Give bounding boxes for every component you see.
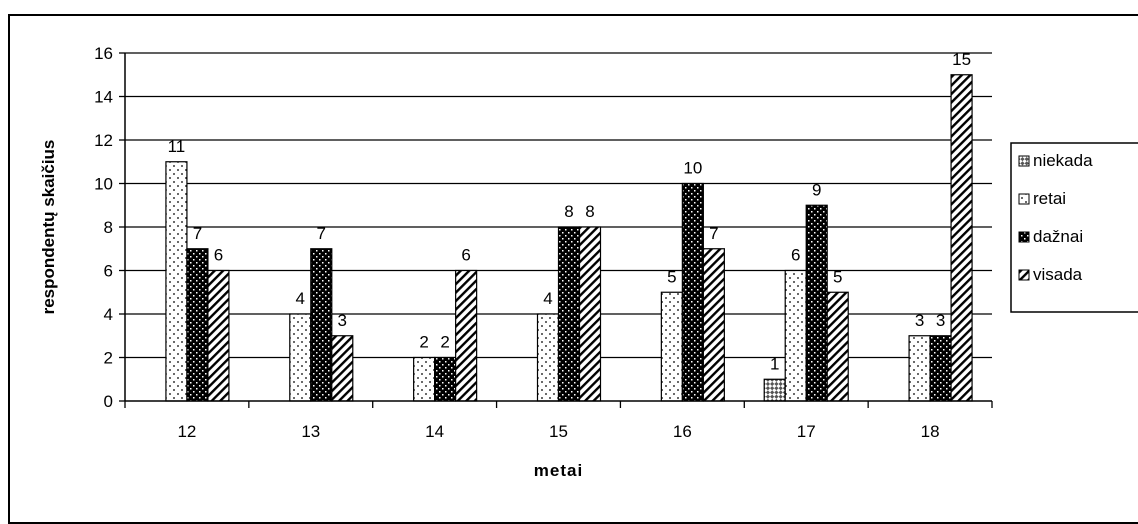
data-label: 2 <box>440 333 449 352</box>
bar-visada <box>578 226 602 402</box>
bar-visada <box>331 335 354 402</box>
legend-swatch <box>1018 155 1030 167</box>
bar-visada <box>455 269 478 402</box>
bar-dažnai <box>186 248 209 402</box>
legend-swatch <box>1018 269 1030 281</box>
y-tick-label: 10 <box>94 175 113 194</box>
data-label: 15 <box>952 50 971 69</box>
bar-visada <box>950 74 973 402</box>
x-tick-label: 13 <box>301 422 320 441</box>
data-label: 3 <box>915 311 924 330</box>
data-label: 3 <box>338 311 347 330</box>
y-tick-label: 14 <box>94 88 113 107</box>
data-label: 4 <box>543 289 552 308</box>
bar-retai <box>660 291 683 402</box>
bar-retai <box>289 313 312 402</box>
data-label: 2 <box>419 333 428 352</box>
legend-label: dažnai <box>1033 227 1083 246</box>
bar-dažnai <box>310 248 333 402</box>
x-tick-label: 16 <box>673 422 692 441</box>
bar-retai <box>908 335 931 402</box>
bar-retai <box>784 269 807 402</box>
data-label: 8 <box>585 202 594 221</box>
bar-retai <box>413 356 436 402</box>
y-tick-label: 2 <box>104 349 113 368</box>
bar-visada <box>826 291 849 402</box>
bar-dažnai <box>681 182 704 402</box>
bar-dažnai <box>929 335 952 402</box>
y-tick-label: 8 <box>104 218 113 237</box>
data-label: 11 <box>168 137 186 156</box>
x-axis-title: metai <box>534 461 583 480</box>
bars <box>165 74 973 402</box>
data-label: 7 <box>317 224 326 243</box>
bar-dažnai <box>805 204 828 402</box>
data-label: 6 <box>214 246 223 265</box>
y-tick-label: 0 <box>104 392 113 411</box>
x-tick-label: 12 <box>177 422 196 441</box>
data-label: 6 <box>791 246 800 265</box>
data-label: 8 <box>564 202 573 221</box>
bar-visada <box>702 248 725 402</box>
data-label: 9 <box>812 180 821 199</box>
y-tick-label: 4 <box>104 305 113 324</box>
bar-visada <box>207 269 230 402</box>
data-label: 7 <box>193 224 202 243</box>
data-label: 5 <box>667 267 676 286</box>
data-label: 7 <box>709 224 718 243</box>
data-label: 6 <box>461 246 470 265</box>
legend-box <box>1010 142 1138 313</box>
data-label: 5 <box>833 267 842 286</box>
x-tick-label: 17 <box>797 422 816 441</box>
legend-swatch <box>1018 231 1030 243</box>
data-label: 10 <box>683 159 702 178</box>
data-label: 4 <box>296 289 305 308</box>
x-tick-label: 15 <box>549 422 568 441</box>
bar-dažnai <box>557 226 581 402</box>
x-tick-label: 18 <box>921 422 940 441</box>
bar-niekada <box>763 378 786 402</box>
data-label: 3 <box>936 311 945 330</box>
legend-label: retai <box>1033 189 1066 208</box>
y-tick-label: 12 <box>94 131 113 150</box>
legend-label: niekada <box>1033 151 1093 170</box>
bar-dažnai <box>434 356 457 402</box>
legend: niekada retai dažnai visada <box>1010 142 1138 313</box>
data-label: 1 <box>770 354 779 373</box>
y-tick-label: 6 <box>104 262 113 281</box>
bar-retai <box>536 313 560 402</box>
y-axis-title: respondentų skaičius <box>39 140 58 315</box>
bar-retai <box>165 161 188 402</box>
legend-label: visada <box>1033 265 1083 284</box>
legend-swatch <box>1018 193 1030 205</box>
y-tick-label: 16 <box>94 44 113 63</box>
x-tick-label: 14 <box>425 422 444 441</box>
